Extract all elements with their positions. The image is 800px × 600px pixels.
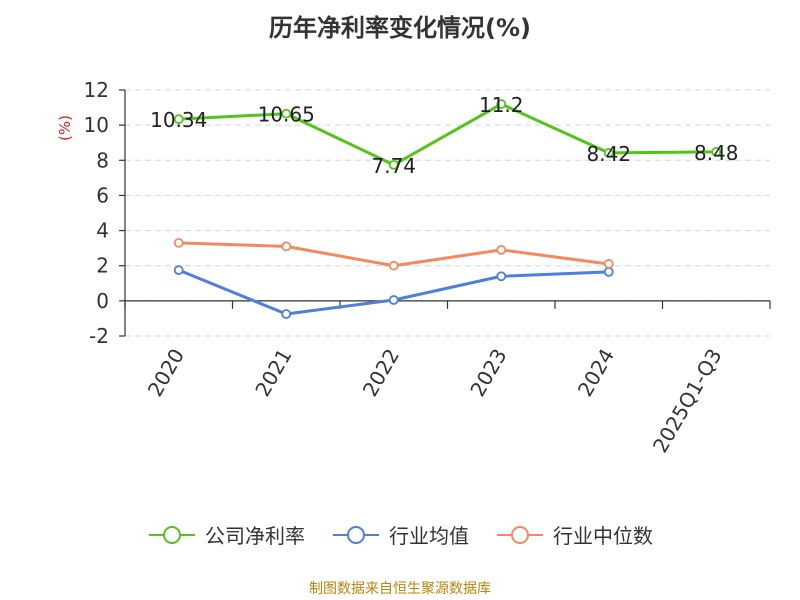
y-tick-label: 6: [96, 183, 109, 207]
data-point: [496, 271, 507, 282]
data-label: 8.42: [586, 142, 631, 166]
y-tick-label: 8: [96, 148, 109, 172]
legend-label: 行业均值: [389, 524, 469, 548]
data-label: 10.65: [258, 103, 315, 127]
y-tick-label: 2: [96, 254, 109, 278]
x-tick-label: 2022: [358, 345, 404, 401]
data-point: [603, 259, 614, 269]
data-point: [173, 114, 184, 125]
data-label: 10.34: [150, 108, 207, 132]
data-point: [388, 295, 399, 305]
legend-item: 行业中位数: [495, 520, 653, 549]
x-tick-label: 2021: [250, 345, 296, 401]
data-point: [173, 237, 184, 248]
chart-title: 历年净利率变化情况(%): [269, 14, 531, 42]
series-line-0: [178, 102, 717, 167]
y-tick-label: 4: [96, 219, 109, 243]
legend: 公司净利率 行业均值 行业中位数: [0, 520, 800, 549]
series-line-1: [178, 268, 609, 316]
y-axis-label: (%): [56, 115, 74, 141]
data-label: 11.2: [479, 93, 524, 117]
x-tick-label: 2020: [143, 345, 189, 401]
x-tick-label: 2025Q1-Q3: [648, 345, 727, 457]
legend-swatch-icon: [149, 525, 195, 544]
y-tick-label: 10: [84, 113, 109, 137]
source-note: 制图数据来自恒生聚源数据库: [309, 581, 491, 597]
data-point: [496, 244, 507, 255]
data-point: [281, 241, 292, 252]
data-point: [603, 266, 614, 277]
legend-label: 公司净利率: [205, 524, 305, 548]
data-point: [281, 309, 292, 319]
data-point: [281, 108, 292, 119]
legend-swatch-icon: [333, 525, 379, 544]
data-label: 8.48: [694, 141, 739, 165]
legend-item: 行业均值: [331, 520, 469, 549]
x-tick-label: 2023: [465, 345, 511, 401]
data-point: [711, 146, 722, 157]
data-point: [388, 260, 399, 271]
legend-marker: [511, 525, 529, 544]
legend-label: 行业中位数: [553, 524, 653, 548]
legend-marker: [163, 525, 181, 544]
data-point: [603, 148, 614, 158]
legend-marker: [347, 525, 365, 544]
x-tick-label: 2024: [573, 345, 619, 401]
y-tick-label: 12: [84, 78, 109, 102]
legend-swatch-icon: [497, 525, 543, 544]
data-point: [173, 265, 184, 276]
data-point: [496, 99, 507, 109]
data-point: [388, 159, 399, 170]
legend-item: 公司净利率: [147, 520, 305, 549]
data-label: 7.74: [371, 154, 416, 178]
y-tick-label: -2: [89, 324, 109, 348]
y-tick-label: 0: [96, 289, 109, 313]
